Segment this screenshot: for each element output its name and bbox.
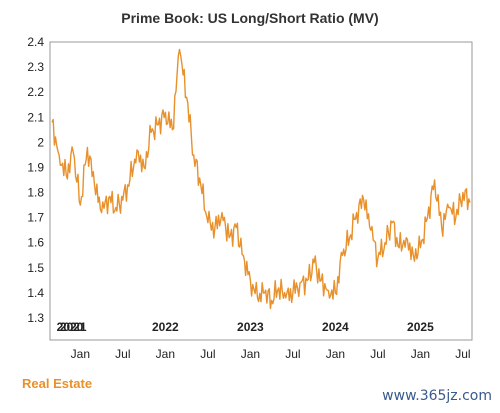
sector-label: Real Estate: [22, 376, 93, 391]
x-month-label: Jul: [200, 347, 215, 361]
series-line: [51, 48, 471, 310]
x-year-label: 2022: [152, 320, 179, 334]
series-layer: [51, 48, 471, 310]
y-tick-label: 1.8: [27, 186, 44, 200]
x-month-label: Jan: [71, 347, 90, 361]
x-year-label: 2025: [407, 320, 434, 334]
y-tick-label: 1.6: [27, 236, 44, 250]
x-year-label: 2024: [322, 320, 349, 334]
x-month-label: Jul: [370, 347, 385, 361]
y-tick-label: 2.2: [27, 85, 44, 99]
x-month-label: Jan: [156, 347, 175, 361]
watermark: www.365jz.com: [382, 388, 492, 404]
x-year-label: 2023: [237, 320, 264, 334]
y-tick-label: 1.5: [27, 261, 44, 275]
y-tick-label: 2.3: [27, 60, 44, 74]
x-month-label: Jul: [115, 347, 130, 361]
x-month-label: Jul: [285, 347, 300, 361]
y-tick-label: 2.4: [27, 35, 44, 49]
x-month-label: Jan: [411, 347, 430, 361]
x-year-label: 2021: [60, 320, 87, 334]
plot-frame: [49, 41, 473, 341]
chart-title: Prime Book: US Long/Short Ratio (MV): [121, 10, 379, 26]
x-month-label: Jul: [455, 347, 470, 361]
y-axis-ticks: 1.3 1.4 1.5 1.6 1.7 1.8 1.9 2 2.1 2.2 2.3 2.4: [27, 35, 44, 325]
y-tick-label: 1.4: [27, 286, 44, 300]
x-month-label: Jan: [326, 347, 345, 361]
y-tick-label: 1.9: [27, 160, 44, 174]
x-month-label: Jan: [241, 347, 260, 361]
y-tick-label: 1.7: [27, 211, 44, 225]
y-tick-label: 1.3: [27, 311, 44, 325]
y-tick-label: 2.1: [27, 110, 44, 124]
y-tick-label: 2: [37, 135, 44, 149]
x-year-label: 2020: [57, 320, 84, 334]
